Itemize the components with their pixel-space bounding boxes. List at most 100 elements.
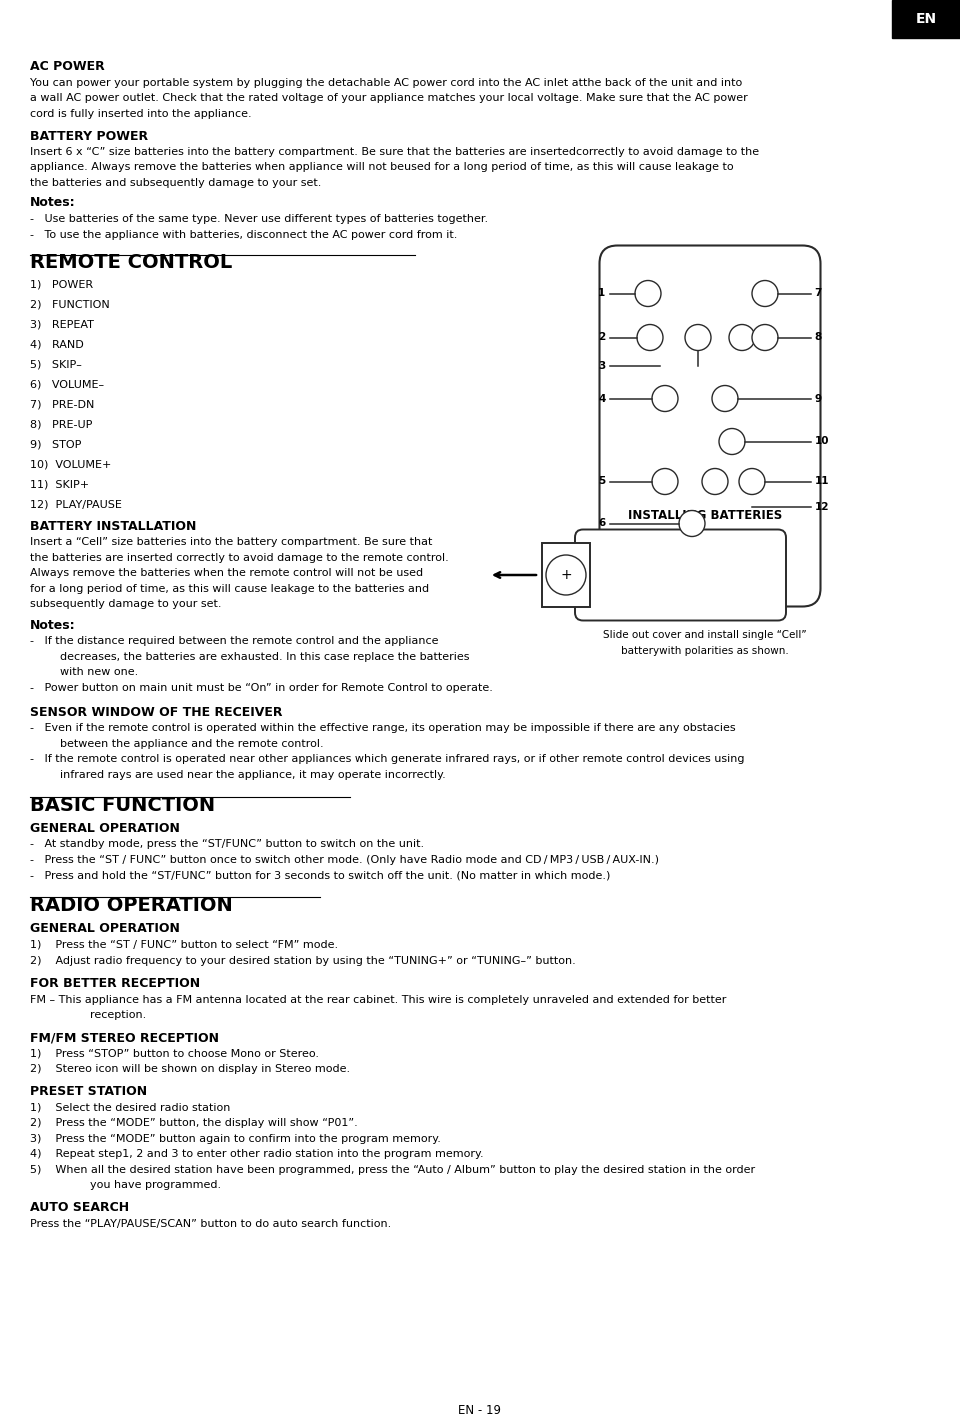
Text: 5: 5 xyxy=(598,477,606,487)
Circle shape xyxy=(679,511,705,537)
Text: 12: 12 xyxy=(814,501,829,511)
Text: 1: 1 xyxy=(598,288,606,298)
Circle shape xyxy=(652,385,678,411)
Text: INSTALLING BATTERIES: INSTALLING BATTERIES xyxy=(628,509,782,522)
Text: appliance. Always remove the batteries when appliance will not beused for a long: appliance. Always remove the batteries w… xyxy=(30,163,733,173)
Text: RADIO OPERATION: RADIO OPERATION xyxy=(30,896,232,915)
Text: 7: 7 xyxy=(814,288,822,298)
Text: Notes:: Notes: xyxy=(30,197,76,210)
Text: 2)   FUNCTION: 2) FUNCTION xyxy=(30,300,109,310)
Text: 3)   REPEAT: 3) REPEAT xyxy=(30,320,94,330)
Text: 4: 4 xyxy=(598,394,606,404)
Text: 3: 3 xyxy=(598,361,606,371)
Text: cord is fully inserted into the appliance.: cord is fully inserted into the applianc… xyxy=(30,108,252,118)
Text: GENERAL OPERATION: GENERAL OPERATION xyxy=(30,922,180,935)
Circle shape xyxy=(637,324,663,351)
Text: 10)  VOLUME+: 10) VOLUME+ xyxy=(30,459,111,469)
Text: Slide out cover and install single “Cell”: Slide out cover and install single “Cell… xyxy=(603,631,806,641)
Text: EN: EN xyxy=(916,11,937,26)
Text: REMOTE CONTROL: REMOTE CONTROL xyxy=(30,254,232,273)
Text: 1)    Select the desired radio station: 1) Select the desired radio station xyxy=(30,1103,230,1113)
Text: Insert a “Cell” size batteries into the battery compartment. Be sure that: Insert a “Cell” size batteries into the … xyxy=(30,537,432,547)
FancyBboxPatch shape xyxy=(542,544,590,606)
Text: 4)    Repeat step1, 2 and 3 to enter other radio station into the program memory: 4) Repeat step1, 2 and 3 to enter other … xyxy=(30,1149,484,1159)
Text: 12)  PLAY/PAUSE: 12) PLAY/PAUSE xyxy=(30,499,122,509)
Text: -   Press the “ST / FUNC” button once to switch other mode. (Only have Radio mod: - Press the “ST / FUNC” button once to s… xyxy=(30,855,659,865)
Text: -   Press and hold the “ST/FUNC” button for 3 seconds to switch off the unit. (N: - Press and hold the “ST/FUNC” button fo… xyxy=(30,870,611,880)
Text: 8: 8 xyxy=(814,332,822,342)
Text: SENSOR WINDOW OF THE RECEIVER: SENSOR WINDOW OF THE RECEIVER xyxy=(30,705,282,719)
FancyBboxPatch shape xyxy=(575,529,786,621)
Text: you have programmed.: you have programmed. xyxy=(90,1180,221,1190)
Text: -   Power button on main unit must be “On” in order for Remote Control to operat: - Power button on main unit must be “On”… xyxy=(30,682,492,692)
Text: 6)   VOLUME–: 6) VOLUME– xyxy=(30,380,104,390)
Circle shape xyxy=(739,468,765,495)
Text: -   If the remote control is operated near other appliances which generate infra: - If the remote control is operated near… xyxy=(30,753,745,763)
Circle shape xyxy=(752,281,778,307)
Text: 2)    Adjust radio frequency to your desired station by using the “TUNING+” or “: 2) Adjust radio frequency to your desire… xyxy=(30,956,576,966)
Text: AUTO SEARCH: AUTO SEARCH xyxy=(30,1202,130,1214)
Text: BATTERY POWER: BATTERY POWER xyxy=(30,130,148,143)
Text: PRESET STATION: PRESET STATION xyxy=(30,1085,147,1097)
Text: for a long period of time, as this will cause leakage to the batteries and: for a long period of time, as this will … xyxy=(30,584,429,594)
Text: 11)  SKIP+: 11) SKIP+ xyxy=(30,479,89,489)
Text: decreases, the batteries are exhausted. In this case replace the batteries: decreases, the batteries are exhausted. … xyxy=(60,652,469,662)
Text: 5)    When all the desired station have been programmed, press the “Auto / Album: 5) When all the desired station have bee… xyxy=(30,1164,756,1174)
Text: 7)   PRE-DN: 7) PRE-DN xyxy=(30,400,94,410)
Text: 6: 6 xyxy=(598,518,606,528)
Text: batterywith polarities as shown.: batterywith polarities as shown. xyxy=(621,646,789,656)
Text: -   To use the appliance with batteries, disconnect the AC power cord from it.: - To use the appliance with batteries, d… xyxy=(30,230,457,240)
Circle shape xyxy=(712,385,738,411)
Text: Notes:: Notes: xyxy=(30,618,76,632)
Text: AC POWER: AC POWER xyxy=(30,60,105,73)
Text: -   Use batteries of the same type. Never use different types of batteries toget: - Use batteries of the same type. Never … xyxy=(30,214,488,224)
Text: 1)    Press the “ST / FUNC” button to select “FM” mode.: 1) Press the “ST / FUNC” button to selec… xyxy=(30,939,338,949)
Text: 11: 11 xyxy=(814,477,829,487)
Text: 5)   SKIP–: 5) SKIP– xyxy=(30,360,82,370)
Circle shape xyxy=(719,428,745,455)
Text: FM – This appliance has a FM antenna located at the rear cabinet. This wire is c: FM – This appliance has a FM antenna loc… xyxy=(30,995,727,1005)
Text: GENERAL OPERATION: GENERAL OPERATION xyxy=(30,822,180,835)
Text: 2)    Press the “MODE” button, the display will show “P01”.: 2) Press the “MODE” button, the display … xyxy=(30,1117,358,1127)
Text: -   If the distance required between the remote control and the appliance: - If the distance required between the r… xyxy=(30,636,439,646)
Text: FM/FM STEREO RECEPTION: FM/FM STEREO RECEPTION xyxy=(30,1030,219,1045)
Text: with new one.: with new one. xyxy=(60,666,138,676)
Text: Always remove the batteries when the remote control will not be used: Always remove the batteries when the rem… xyxy=(30,568,423,578)
Text: -   Even if the remote control is operated within the effective range, its opera: - Even if the remote control is operated… xyxy=(30,723,735,733)
Circle shape xyxy=(546,555,586,595)
Text: 2)    Stereo icon will be shown on display in Stereo mode.: 2) Stereo icon will be shown on display … xyxy=(30,1065,350,1075)
Text: Press the “PLAY/PAUSE/SCAN” button to do auto search function.: Press the “PLAY/PAUSE/SCAN” button to do… xyxy=(30,1219,392,1229)
Bar xyxy=(892,0,960,39)
Text: FOR BETTER RECEPTION: FOR BETTER RECEPTION xyxy=(30,977,200,990)
Text: 10: 10 xyxy=(814,437,829,447)
Text: BASIC FUNCTION: BASIC FUNCTION xyxy=(30,795,215,815)
Text: EN - 19: EN - 19 xyxy=(459,1404,501,1417)
Text: reception.: reception. xyxy=(90,1010,146,1020)
Circle shape xyxy=(652,468,678,495)
Text: You can power your portable system by plugging the detachable AC power cord into: You can power your portable system by pl… xyxy=(30,77,742,87)
Text: 8)   PRE-UP: 8) PRE-UP xyxy=(30,420,92,430)
Text: 2: 2 xyxy=(598,332,606,342)
Text: a wall AC power outlet. Check that the rated voltage of your appliance matches y: a wall AC power outlet. Check that the r… xyxy=(30,93,748,103)
Text: BATTERY INSTALLATION: BATTERY INSTALLATION xyxy=(30,519,197,532)
Text: 9)   STOP: 9) STOP xyxy=(30,440,82,450)
Text: the batteries are inserted correctly to avoid damage to the remote control.: the batteries are inserted correctly to … xyxy=(30,552,448,562)
Circle shape xyxy=(685,324,711,351)
Text: infrared rays are used near the appliance, it may operate incorrectly.: infrared rays are used near the applianc… xyxy=(60,769,445,779)
Text: +: + xyxy=(561,568,572,582)
Circle shape xyxy=(752,324,778,351)
Text: 4)   RAND: 4) RAND xyxy=(30,340,84,350)
FancyBboxPatch shape xyxy=(599,245,821,606)
Text: 3)    Press the “MODE” button again to confirm into the program memory.: 3) Press the “MODE” button again to conf… xyxy=(30,1133,441,1143)
Text: between the appliance and the remote control.: between the appliance and the remote con… xyxy=(60,739,324,749)
Text: 9: 9 xyxy=(814,394,822,404)
Text: the batteries and subsequently damage to your set.: the batteries and subsequently damage to… xyxy=(30,178,322,188)
Text: 1)    Press “STOP” button to choose Mono or Stereo.: 1) Press “STOP” button to choose Mono or… xyxy=(30,1049,319,1059)
Circle shape xyxy=(635,281,661,307)
Text: 1)   POWER: 1) POWER xyxy=(30,280,93,290)
Text: Insert 6 x “C” size batteries into the battery compartment. Be sure that the bat: Insert 6 x “C” size batteries into the b… xyxy=(30,147,759,157)
Text: -   At standby mode, press the “ST/FUNC” button to switch on the unit.: - At standby mode, press the “ST/FUNC” b… xyxy=(30,839,424,849)
Circle shape xyxy=(729,324,755,351)
Text: subsequently damage to your set.: subsequently damage to your set. xyxy=(30,599,222,609)
Circle shape xyxy=(702,468,728,495)
